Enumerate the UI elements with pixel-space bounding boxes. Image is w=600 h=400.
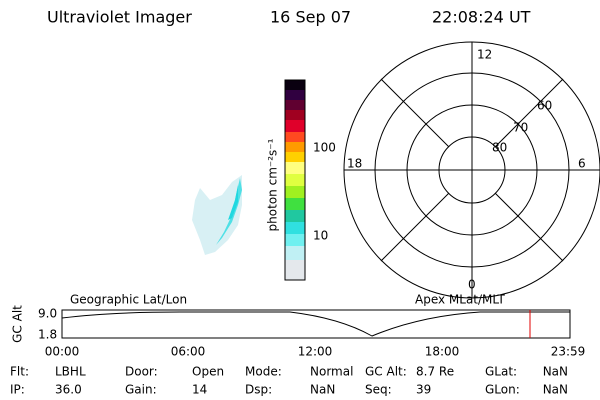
info-value: Open xyxy=(192,365,224,379)
info-label: Gain: xyxy=(125,383,157,397)
timeline-right-label: Apex MLat/MLT xyxy=(415,293,505,307)
info-label: GLon: xyxy=(485,383,520,397)
time: 22:08:24 UT xyxy=(432,8,531,27)
timeline-y-tick: 1.8 xyxy=(38,328,57,342)
timeline-left-label: Geographic Lat/Lon xyxy=(70,293,187,307)
info-value: 36.0 xyxy=(55,383,82,397)
info-value: NaN xyxy=(310,383,335,397)
colorbar: 100 10 photon cm⁻²s⁻¹ xyxy=(266,79,336,281)
info-label: Door: xyxy=(125,365,158,379)
timeline-x-tick: 06:00 xyxy=(171,345,206,359)
date: 16 Sep 07 xyxy=(270,8,351,27)
timeline-x-tick: 12:00 xyxy=(298,345,333,359)
timeline-y-label: GC Alt xyxy=(11,305,25,343)
info-label: GC Alt: xyxy=(365,365,407,379)
timeline-x-tick: 00:00 xyxy=(45,345,80,359)
info-value: 39 xyxy=(416,383,431,397)
info-label: Seq: xyxy=(365,383,392,397)
info-value: Normal xyxy=(310,365,353,379)
info-value: 14 xyxy=(192,383,207,397)
info-value: NaN xyxy=(543,365,568,379)
info-label: GLat: xyxy=(485,365,517,379)
polar-grid xyxy=(343,41,600,299)
colorbar-tick: 100 xyxy=(313,141,336,155)
info-label: Mode: xyxy=(245,365,282,379)
mlt-label: 0 xyxy=(468,278,476,292)
lat-label: 60 xyxy=(537,99,552,113)
mlt-label: 6 xyxy=(578,157,586,171)
mlt-label: 12 xyxy=(477,48,492,62)
info-value: LBHL xyxy=(55,365,86,379)
lat-label: 70 xyxy=(513,121,528,135)
timeline-y-tick: 9.0 xyxy=(38,307,57,321)
info-panel: Flt: LBHL Door: Open Mode: Normal GC Alt: 8.7 R… xyxy=(10,365,568,397)
mlt-label: 18 xyxy=(347,157,362,171)
lat-label: 80 xyxy=(492,141,507,155)
info-label: IP: xyxy=(10,383,25,397)
timeline-x-tick: 23:59 xyxy=(551,345,586,359)
info-value: 8.7 Re xyxy=(416,365,454,379)
colorbar-tick: 10 xyxy=(313,229,328,243)
image-blob xyxy=(192,175,242,255)
info-value: NaN xyxy=(543,383,568,397)
header: Ultraviolet Imager 16 Sep 07 22:08:24 UT xyxy=(47,8,531,27)
colorbar-title: photon cm⁻²s⁻¹ xyxy=(266,138,280,231)
timeline: Geographic Lat/Lon Apex MLat/MLT GC Alt … xyxy=(11,293,586,359)
info-label: Dsp: xyxy=(245,383,272,397)
title: Ultraviolet Imager xyxy=(47,8,192,27)
info-label: Flt: xyxy=(10,365,29,379)
timeline-x-tick: 18:00 xyxy=(425,345,460,359)
